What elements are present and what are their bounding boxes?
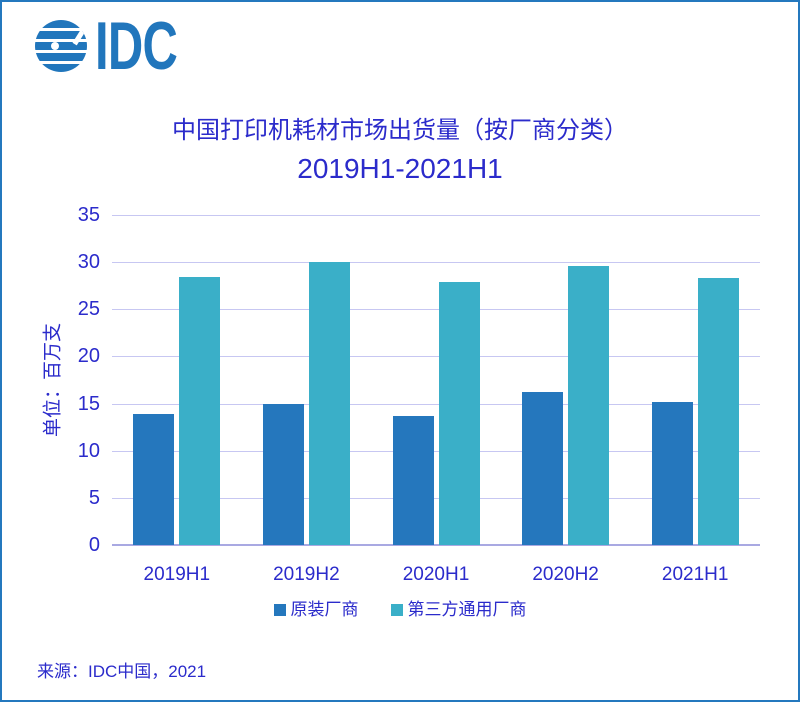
y-tick-5: 5	[88, 486, 100, 509]
bar-2019H1-原装厂商	[133, 413, 175, 545]
bar-2019H2-原装厂商	[262, 403, 304, 545]
x-label-2020H1: 2020H1	[402, 564, 470, 585]
chart-title: 中国打印机耗材市场出货量（按厂商分类）	[172, 117, 628, 144]
gridline-0	[112, 544, 760, 546]
idc-logo: IDC	[35, 8, 209, 84]
bar-2021H1-原装厂商	[651, 401, 693, 545]
y-tick-15: 15	[77, 392, 100, 415]
globe-notch	[72, 20, 87, 46]
y-tick-0: 0	[88, 534, 100, 556]
legend-label: 第三方通用厂商	[407, 600, 527, 619]
idc-globe-icon	[35, 20, 87, 72]
source-note: 来源：IDC中国，2021	[37, 662, 207, 681]
legend-swatch-icon	[273, 603, 286, 616]
y-tick-25: 25	[77, 298, 100, 321]
chart-subtitle: 2019H1-2021H1	[297, 153, 503, 184]
bar-2019H2-第三方通用厂商	[308, 262, 350, 545]
bar-2021H1-第三方通用厂商	[697, 278, 739, 545]
y-tick-30: 30	[77, 251, 100, 274]
x-label-2021H1: 2021H1	[661, 564, 729, 585]
gridline-15	[112, 403, 760, 405]
legend-label: 原装厂商	[290, 600, 359, 619]
bar-2020H1-第三方通用厂商	[438, 281, 480, 545]
x-label-2019H2: 2019H2	[273, 564, 340, 585]
legend: 原装厂商 第三方通用厂商	[2, 601, 798, 618]
legend-swatch-icon	[390, 603, 403, 616]
y-tick-35: 35	[77, 204, 100, 226]
bar-2019H1-第三方通用厂商	[179, 277, 221, 545]
gridline-25	[112, 309, 760, 311]
globe-dot	[51, 42, 59, 50]
bar-2020H1-原装厂商	[392, 415, 434, 545]
y-tick-10: 10	[77, 439, 100, 462]
gridline-35	[112, 215, 760, 216]
plot-area	[112, 215, 760, 546]
gridline-10	[112, 450, 760, 452]
gridline-30	[112, 262, 760, 264]
gridline-20	[112, 356, 760, 358]
idc-logo-text: IDC	[95, 8, 178, 84]
x-label-2019H1: 2019H1	[143, 564, 211, 585]
y-tick-20: 20	[77, 345, 100, 368]
y-axis-unit-label: 单位：百万支	[42, 322, 64, 438]
legend-item-第三方通用厂商: 第三方通用厂商	[390, 600, 527, 619]
x-label-2020H2: 2020H2	[532, 564, 599, 585]
gridline-5	[112, 497, 760, 499]
legend-item-原装厂商: 原装厂商	[273, 600, 359, 619]
bar-2020H2-第三方通用厂商	[568, 265, 610, 545]
bar-2020H2-原装厂商	[522, 392, 564, 545]
